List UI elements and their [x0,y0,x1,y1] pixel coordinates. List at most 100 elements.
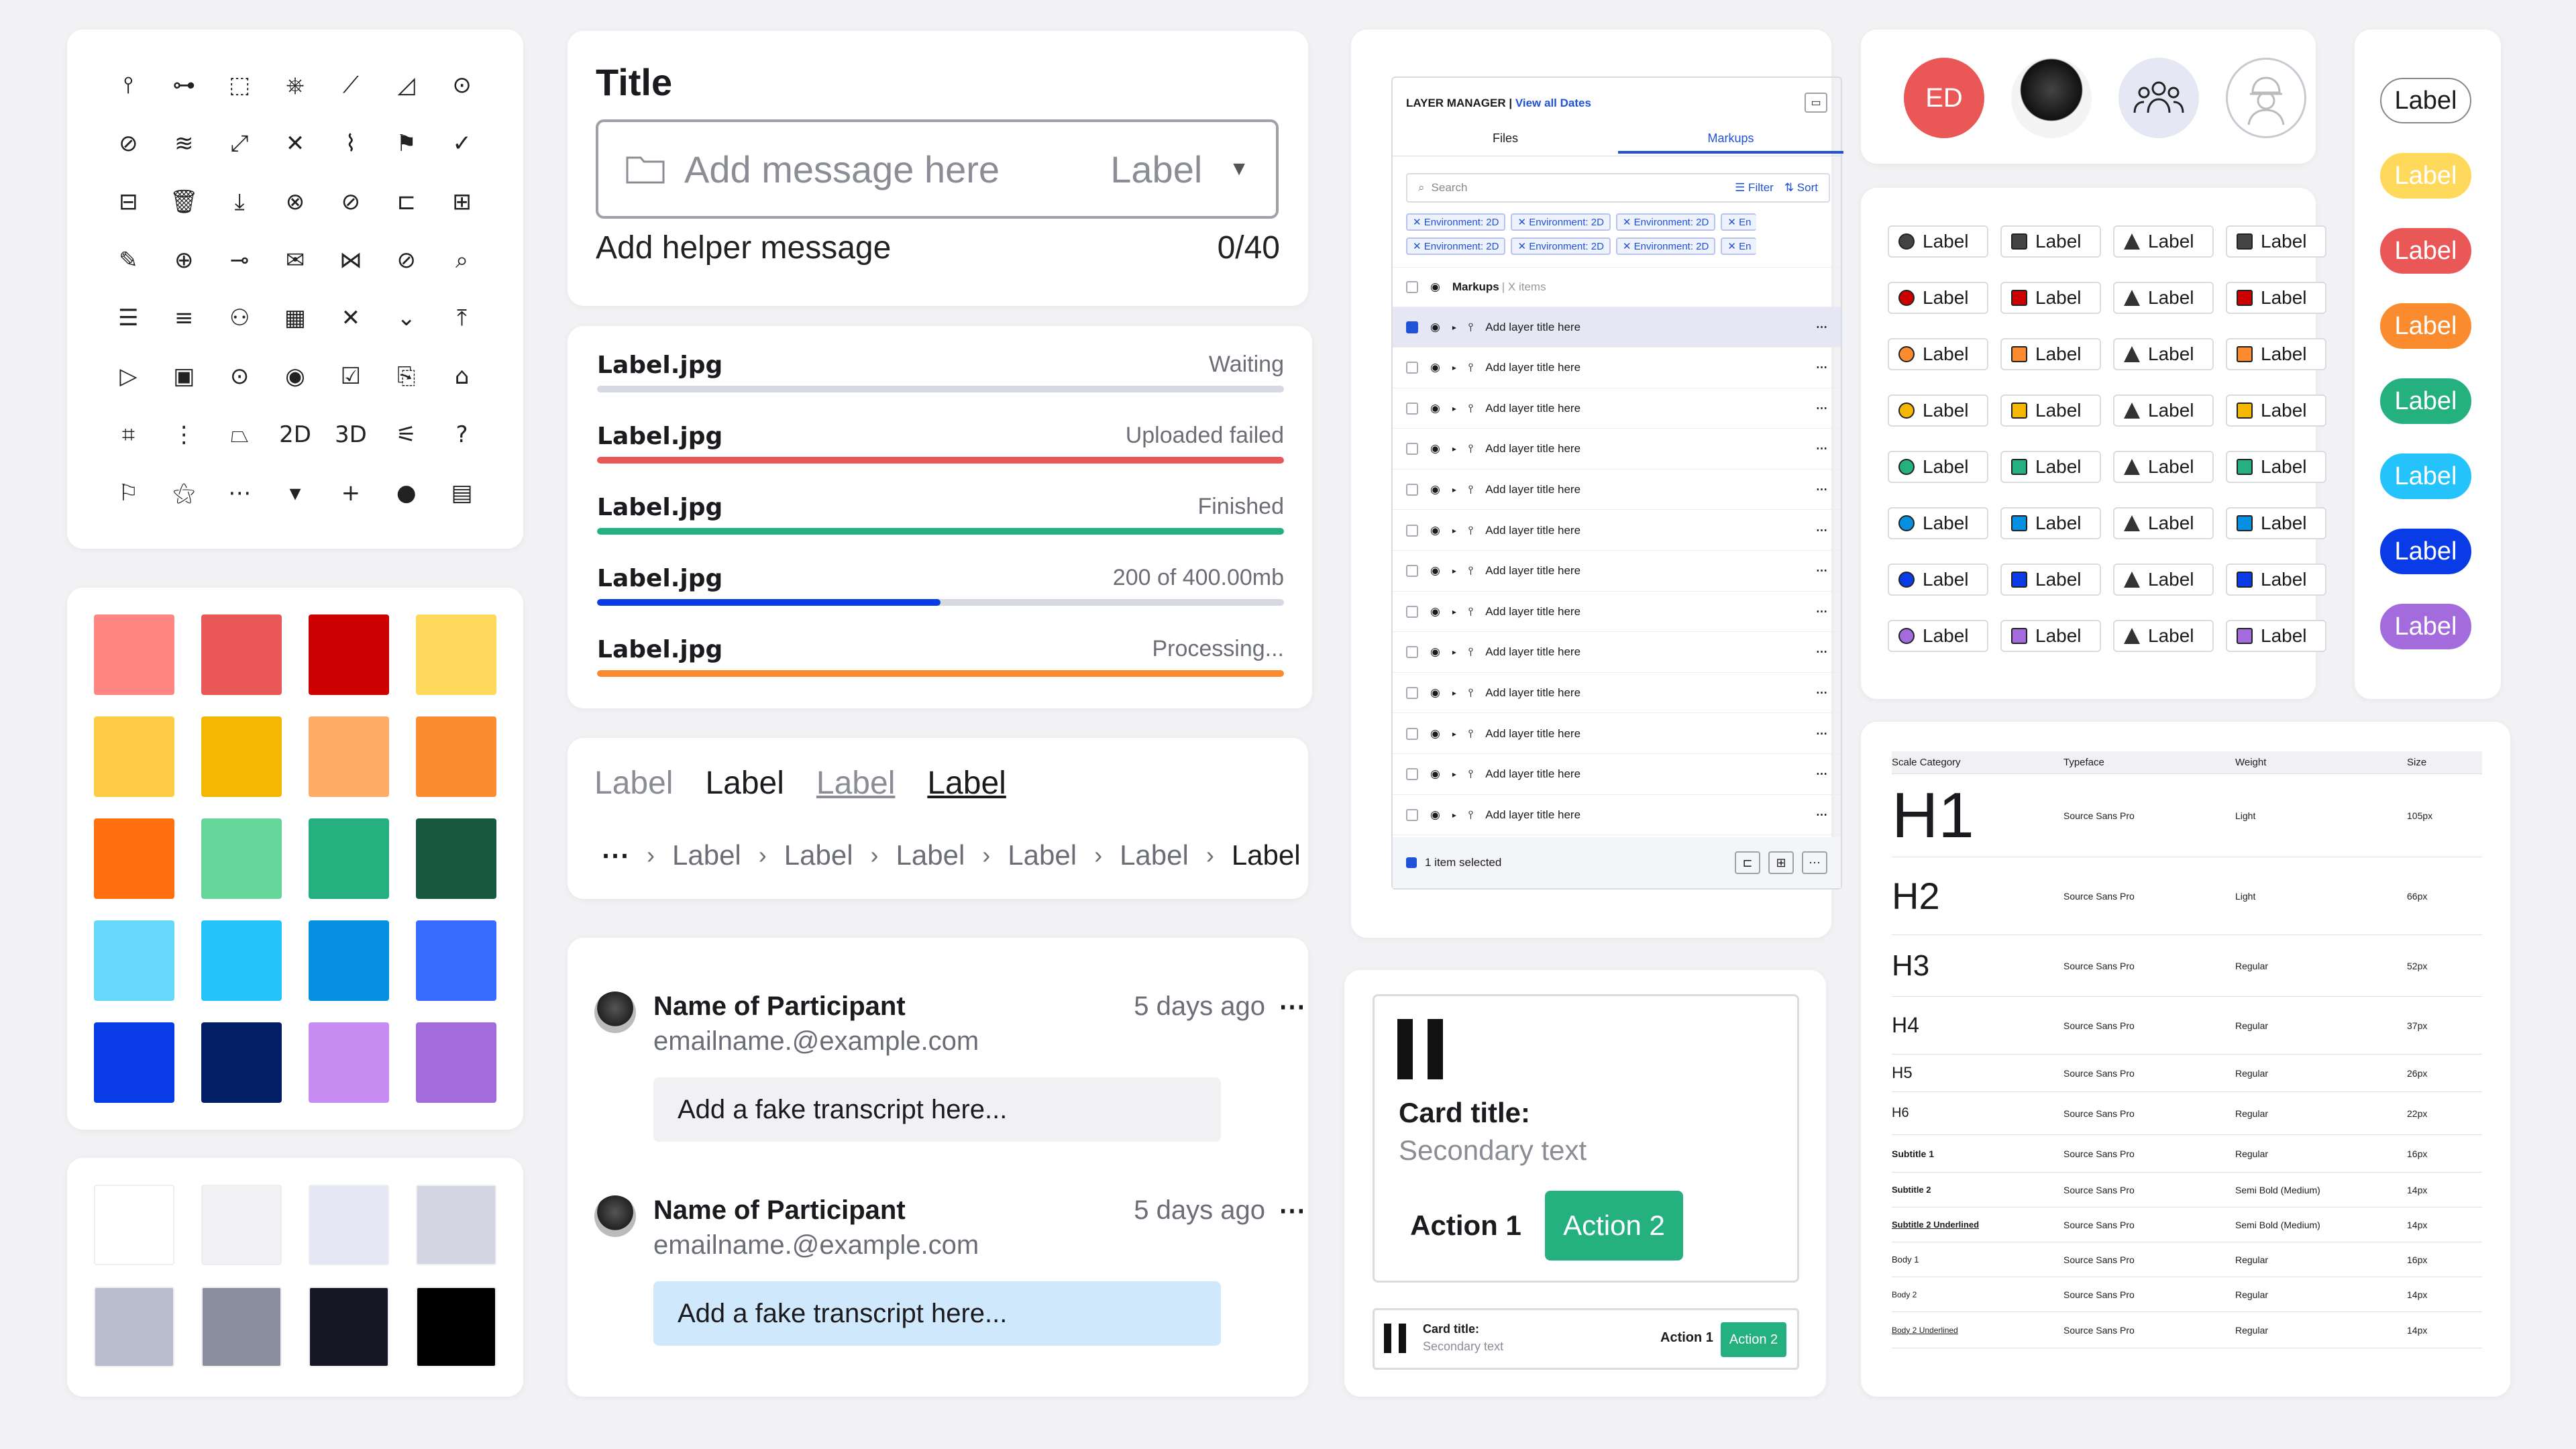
layer-row[interactable]: ◉ ▸ ⫯ Add layer title here ⋯ [1393,551,1841,592]
color-swatch[interactable] [309,614,389,695]
calendar-icon[interactable]: ▦ [284,305,307,332]
layer-row[interactable]: ◉ ▸ ⫯ Add layer title here ⋯ [1393,388,1841,429]
breadcrumb-item[interactable]: Label [1231,839,1301,871]
tab-link-active[interactable]: Label [927,765,1006,801]
status-badge[interactable]: Label [2226,282,2326,314]
globe-icon[interactable]: ⊕ [174,246,194,274]
expand-caret-icon[interactable]: ▸ [1452,322,1456,332]
more-icon[interactable]: ⋯ [1802,851,1827,874]
robot-icon[interactable]: ⎈ [286,72,305,99]
worker-avatar-icon[interactable] [2226,58,2306,138]
layer-row[interactable]: ◉ ▸ ⫯ Add layer title here ⋯ [1393,348,1841,388]
view-all-dates-link[interactable]: View all Dates [1515,97,1591,109]
status-badge[interactable]: Label [1888,394,1988,427]
path-icon[interactable]: ⟋ [342,72,359,99]
tab-link-muted[interactable]: Label [816,765,896,801]
eye-icon[interactable]: ◉ [1430,361,1440,374]
more-icon[interactable]: ⋯ [228,479,252,506]
breadcrumb-item[interactable]: Label [672,839,741,871]
expand-caret-icon[interactable]: ▸ [1452,363,1456,373]
expand-caret-icon[interactable]: ▸ [1452,769,1456,780]
search-icon[interactable]: ⌕ [455,246,469,274]
color-swatch[interactable] [201,920,282,1001]
layer-search-input[interactable]: ⌕ Search ☰ Filter ⇅ Sort [1406,173,1830,203]
status-badge[interactable]: Label [1888,338,1988,370]
more-icon[interactable]: ⋯ [1816,482,1827,496]
more-icon[interactable]: ⋯ [1816,767,1827,781]
2d-icon[interactable]: 2D [279,421,311,448]
more-icon[interactable]: ⋯ [1816,808,1827,821]
dot-icon[interactable]: ● [396,479,417,506]
camera-icon[interactable]: ⊙ [452,72,472,99]
layer-checkbox[interactable] [1406,605,1418,618]
more-icon[interactable]: ⋯ [1816,401,1827,415]
crop-icon[interactable]: ⌗ [121,421,135,448]
label-pill[interactable]: Label [2380,529,2471,574]
filter-chip[interactable]: ✕ Environment: 2D [1406,237,1506,255]
action-2-button[interactable]: Action 2 [1545,1191,1683,1260]
avatar-initials[interactable]: ED [1904,58,1984,138]
status-badge[interactable]: Label [1888,507,1988,539]
user-icon[interactable]: ⚇ [229,305,250,332]
layer-checkbox[interactable] [1406,808,1418,821]
layer-checkbox[interactable] [1406,768,1418,781]
status-badge[interactable]: Label [2000,282,2101,314]
gray-swatch[interactable] [94,1185,174,1265]
group-avatar-icon[interactable] [2118,58,2199,138]
layer-row[interactable]: ◉ ▸ ⫯ Add layer title here ⋯ [1393,470,1841,511]
magic-icon[interactable]: ⚝ [172,479,195,506]
no-pen-icon[interactable]: ⊘ [396,246,416,274]
home-icon[interactable]: ⌂ [454,363,470,390]
status-badge[interactable]: Label [2113,225,2214,258]
filter-chip[interactable]: ✕ En [1721,213,1757,231]
avatar-photo[interactable] [2011,58,2092,138]
label-pill[interactable]: Label [2380,78,2471,123]
action-2-button-compact[interactable]: Action 2 [1721,1322,1786,1357]
expand-caret-icon[interactable]: ▸ [1452,810,1456,820]
color-swatch[interactable] [309,920,389,1001]
gray-swatch[interactable] [309,1185,389,1265]
move-folder-icon[interactable]: ⊏ [1735,851,1760,874]
text-align-icon[interactable]: ≡ [174,305,194,332]
3d-icon[interactable]: 3D [334,421,367,448]
markups-group-row[interactable]: ◉ Markups | X items [1393,267,1841,307]
tab-default[interactable]: Label [594,765,674,801]
layer-row[interactable]: ◉ ▸ ⫯ Add layer title here ⋯ [1393,307,1841,347]
more-icon[interactable]: ⋯ [1816,523,1827,537]
video-icon[interactable]: ▷ [119,363,138,390]
eye-icon[interactable]: ◉ [1430,523,1440,537]
label-pill[interactable]: Label [2380,604,2471,649]
filter-chip[interactable]: ✕ En [1721,237,1757,255]
color-swatch[interactable] [94,920,174,1001]
more-icon[interactable]: ⋯ [1279,992,1305,1022]
more-icon[interactable]: ⋯ [1816,442,1827,455]
label-pill[interactable]: Label [2380,453,2471,499]
layer-checkbox[interactable] [1406,646,1418,659]
plus-icon[interactable]: + [341,479,361,506]
color-swatch[interactable] [94,1022,174,1103]
more-icon[interactable]: ⋯ [1816,727,1827,740]
gray-swatch[interactable] [201,1287,282,1367]
caret-down-icon[interactable]: ▾ [289,479,301,506]
layer-row[interactable]: ◉ ▸ ⫯ Add layer title here ⋯ [1393,511,1841,551]
message-input[interactable]: Add message here Label ▼ [596,119,1279,219]
folder-icon[interactable]: ▭ [1805,93,1827,113]
label-pill[interactable]: Label [2380,228,2471,274]
more-icon[interactable]: ⋯ [1816,320,1827,333]
frame-icon[interactable]: ⬚ [229,72,251,99]
color-swatch[interactable] [201,1022,282,1103]
tab-active[interactable]: Label [705,765,784,801]
layer-row[interactable]: ◉ ▸ ⫯ Add layer title here ⋯ [1393,755,1841,795]
color-swatch[interactable] [416,614,496,695]
lock-icon[interactable]: ⊟ [119,188,138,215]
terrain-icon[interactable]: ⏢ [230,421,249,448]
sliders-icon[interactable]: ☰ [118,305,139,332]
tab-markups[interactable]: Markups [1618,131,1843,154]
more-icon[interactable]: ⋯ [1816,361,1827,374]
download-icon[interactable]: ⤓ [234,188,245,215]
filter-chip[interactable]: ✕ Environment: 2D [1615,237,1716,255]
filter-button[interactable]: ☰ Filter [1735,181,1774,194]
status-badge[interactable]: Label [2226,620,2326,652]
color-swatch[interactable] [309,818,389,899]
status-badge[interactable]: Label [2226,338,2326,370]
